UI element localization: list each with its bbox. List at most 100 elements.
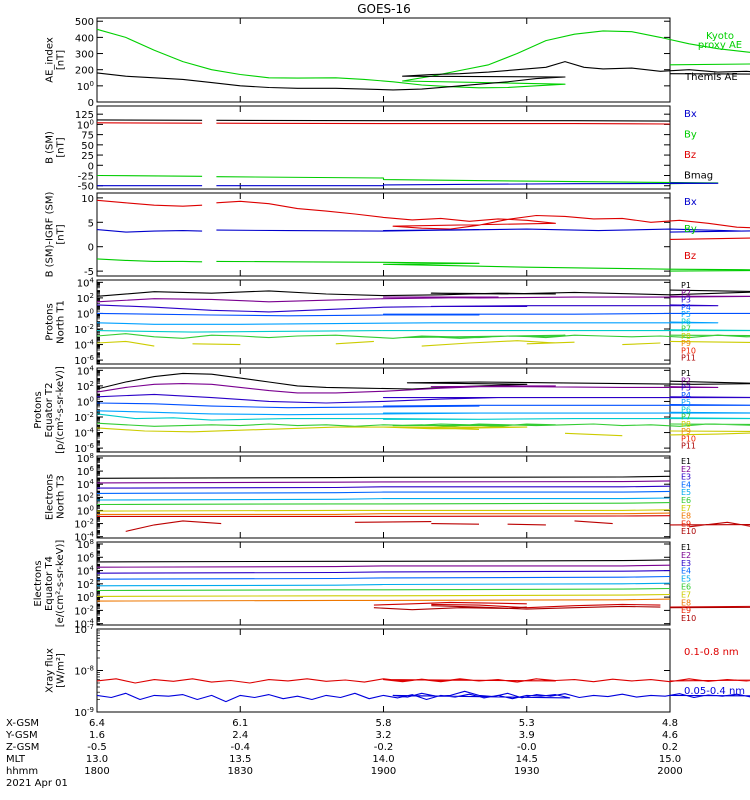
- legend-entry: P6: [681, 317, 691, 326]
- series-line-p8: [96, 340, 750, 347]
- legend-entry: Kyoto: [706, 31, 734, 42]
- legend-entry: E2: [681, 465, 691, 474]
- y-tick-label: 108: [77, 452, 94, 465]
- y-axis-label: [p/(cm²-s-sr-keV)]: [55, 366, 66, 454]
- legend-entry: E1: [681, 543, 691, 552]
- series-line-e6: [96, 587, 671, 592]
- ephemeris-value: 4.6: [662, 730, 678, 741]
- series-line-p3: [96, 304, 719, 313]
- ephemeris-value: 3.9: [519, 730, 535, 741]
- series-line-bz: [96, 122, 671, 125]
- y-axis-label: Protons: [33, 391, 44, 428]
- ephemeris-value: 15.0: [659, 754, 681, 765]
- ephemeris-value: 1800: [84, 766, 109, 777]
- series-line-kyoto-proxy-ae: [96, 28, 750, 89]
- y-tick-label: 102: [77, 292, 94, 305]
- legend-entry: P1: [681, 281, 691, 290]
- legend-entry: P6: [681, 405, 691, 414]
- series-line-p8: [96, 426, 750, 437]
- series-line-e3: [96, 570, 671, 574]
- panel-frame: [96, 192, 671, 277]
- y-tick-label: 10-2: [74, 604, 94, 617]
- legend-entry: E4: [681, 567, 691, 576]
- ephemeris-value: -0.2: [374, 742, 394, 753]
- legend-entry: E6: [681, 496, 691, 505]
- ephemeris-value: 1930: [514, 766, 539, 777]
- y-tick-label: 300: [75, 50, 94, 61]
- legend-entry: 0.05-0.4 nm: [684, 686, 745, 697]
- y-axis-label: Electrons: [33, 560, 44, 606]
- y-tick-label: 100: [77, 118, 94, 131]
- ephemeris-value: 2.4: [232, 730, 248, 741]
- series-line-bmag: [96, 119, 671, 122]
- ephemeris-value: 13.0: [86, 754, 108, 765]
- legend-entry: P5: [681, 398, 691, 407]
- panel-frame: [96, 455, 671, 539]
- y-tick-label: 102: [77, 578, 94, 591]
- y-tick-label: 0: [88, 98, 94, 109]
- legend-entry: E5: [681, 488, 691, 497]
- panel-protons_t2: 10-6 10-4 10-2 100 102 104 Protons Equator T2 [p…: [33, 364, 750, 455]
- legend-entry: E6: [681, 583, 691, 592]
- y-tick-label: 500: [75, 17, 94, 28]
- y-axis-label: North T1: [56, 300, 67, 344]
- y-tick-label: 10-9: [74, 706, 94, 719]
- y-tick-label: 106: [77, 465, 95, 478]
- ephemeris-value: 6.1: [232, 718, 248, 729]
- ephemeris-value: 0.2: [662, 742, 678, 753]
- legend-entry: P11: [681, 354, 696, 363]
- series-line-p2: [96, 383, 719, 394]
- y-tick-label: 108: [77, 538, 94, 551]
- series-line-e8: [96, 598, 671, 602]
- legend-entry: Themis AE: [684, 72, 738, 83]
- ephemeris-label: Y-GSM: [5, 730, 38, 741]
- y-tick-label: 102: [77, 380, 94, 393]
- ephemeris-label: hhmm: [6, 766, 38, 777]
- series-line-e8: [97, 512, 671, 515]
- series-line-0-1-0-8-nm: [96, 678, 750, 684]
- y-axis-label: Xray flux: [45, 648, 56, 693]
- legend-entry: P3: [681, 296, 691, 305]
- y-tick-label: 50: [81, 141, 94, 152]
- series-line-0-05-0-4-nm: [96, 690, 750, 703]
- legend-entry: E3: [681, 559, 691, 568]
- panel-frame: [96, 628, 671, 713]
- legend-entry: E8: [681, 598, 691, 607]
- series-line-e9: [373, 601, 750, 609]
- y-tick-label: 100: [77, 591, 94, 604]
- ephemeris-value: -0.4: [230, 742, 250, 753]
- legend-entry: By: [684, 224, 697, 235]
- y-axis-label: Equator T4: [44, 556, 55, 611]
- y-axis-label: Protons: [45, 303, 56, 340]
- series-line-e3: [96, 485, 671, 489]
- y-axis-label: North T3: [56, 475, 67, 519]
- y-tick-label: 104: [77, 478, 95, 491]
- ephemeris-value: 5.8: [376, 718, 392, 729]
- series-line-p5: [96, 321, 719, 325]
- ephemeris-label: 2021 Apr 01: [6, 778, 68, 789]
- y-tick-label: 10-4: [74, 427, 94, 440]
- series-line-e6: [96, 502, 671, 506]
- legend-entry: P7: [681, 413, 691, 422]
- legend-entry: P9: [681, 339, 691, 348]
- y-tick-label: -5: [84, 267, 94, 278]
- series-line-e10: [125, 520, 750, 532]
- series-line-e10: [373, 605, 750, 611]
- series-line-bx: [96, 228, 750, 233]
- y-tick-label: 104: [77, 364, 95, 377]
- legend-entry: P9: [681, 427, 691, 436]
- series-line-e2: [96, 564, 671, 568]
- y-tick-label: 10-6: [74, 354, 94, 367]
- y-axis-label: [nT]: [56, 224, 67, 244]
- y-tick-label: 10-4: [74, 618, 94, 631]
- y-tick-label: 200: [75, 66, 94, 77]
- panel-frame: [96, 367, 671, 453]
- series-line-p4: [96, 312, 750, 317]
- ephemeris-value: 2000: [657, 766, 682, 777]
- ephemeris-value: 4.8: [662, 718, 678, 729]
- y-tick-label: 100: [77, 307, 94, 320]
- y-tick-label: 10-4: [74, 339, 94, 352]
